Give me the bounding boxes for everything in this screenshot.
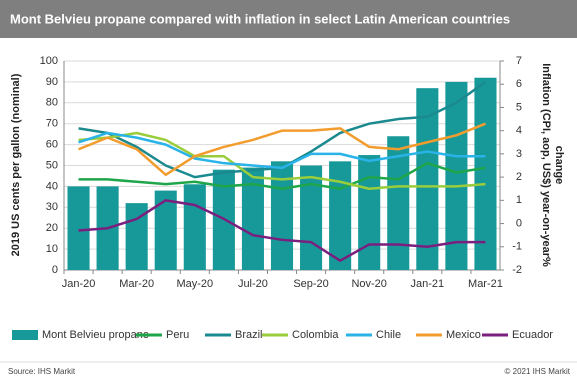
legend-label: Colombia: [292, 329, 339, 341]
line: [78, 161, 486, 190]
y2-tick-label: 4: [516, 125, 522, 137]
x-tick-label: Jul-20: [238, 278, 268, 290]
y2-tick-label: 1: [516, 194, 522, 206]
line: [78, 122, 486, 177]
legend-swatch: [12, 330, 38, 340]
bar: [329, 161, 352, 270]
bar: [300, 165, 323, 270]
source: Source: IHS Markit: [8, 367, 76, 376]
x-tick-label: Mar-21: [468, 278, 503, 290]
legend-label: Mexico: [446, 329, 481, 341]
x-tick-label: Nov-20: [351, 278, 386, 290]
line: [78, 199, 486, 262]
x-tick-label: Sep-20: [293, 278, 328, 290]
x-tick-label: Jan-21: [411, 278, 445, 290]
bar: [154, 190, 177, 270]
legend-label: Mont Belvieu propane: [42, 329, 149, 341]
y-tick-label: 60: [46, 139, 58, 151]
y2-tick-label: 7: [516, 55, 522, 67]
legend-label: Ecuador: [512, 329, 553, 341]
y-tick-label: 40: [46, 180, 58, 192]
y2-tick-label: 5: [516, 101, 522, 113]
bar: [183, 184, 206, 270]
x-tick-label: Mar-20: [119, 278, 154, 290]
bar: [416, 88, 439, 270]
y2-axis-title: Inflation (CPI, aop, US$) year-on-year%: [540, 63, 552, 267]
y-axis-title: 2019 US cents per gallon (nominal): [10, 73, 22, 256]
bar: [358, 155, 381, 270]
y2-axis-title: change: [553, 146, 565, 185]
y-tick-label: 30: [46, 201, 58, 213]
y-tick-label: 50: [46, 159, 58, 171]
x-tick-label: Jan-20: [62, 278, 96, 290]
y2-tick-label: -2: [512, 264, 522, 276]
y-tick-label: 0: [52, 264, 58, 276]
y-tick-label: 20: [46, 222, 58, 234]
y-tick-label: 100: [40, 55, 58, 67]
bar: [445, 81, 468, 271]
x-tick-label: May-20: [176, 278, 213, 290]
y2-tick-label: 0: [516, 217, 522, 229]
legend-label: Brazil: [235, 329, 263, 341]
y2-tick-label: 3: [516, 148, 522, 160]
y2-tick-label: -1: [512, 241, 522, 253]
y2-tick-label: 2: [516, 171, 522, 183]
y-tick-label: 10: [46, 243, 58, 255]
y-tick-label: 70: [46, 118, 58, 130]
y2-tick-label: 6: [516, 78, 522, 90]
line: [78, 131, 486, 170]
y-tick-label: 90: [46, 76, 58, 88]
copyright: © 2021 IHS Markit: [505, 367, 571, 376]
legend-label: Chile: [376, 329, 401, 341]
chart-title: Mont Belvieu propane compared with infla…: [10, 11, 510, 26]
line: [78, 131, 486, 190]
bar: [387, 136, 410, 270]
bar: [67, 186, 90, 270]
y-tick-label: 80: [46, 97, 58, 109]
legend-label: Peru: [166, 329, 189, 341]
bar: [241, 167, 264, 270]
title-bar: [0, 0, 577, 38]
